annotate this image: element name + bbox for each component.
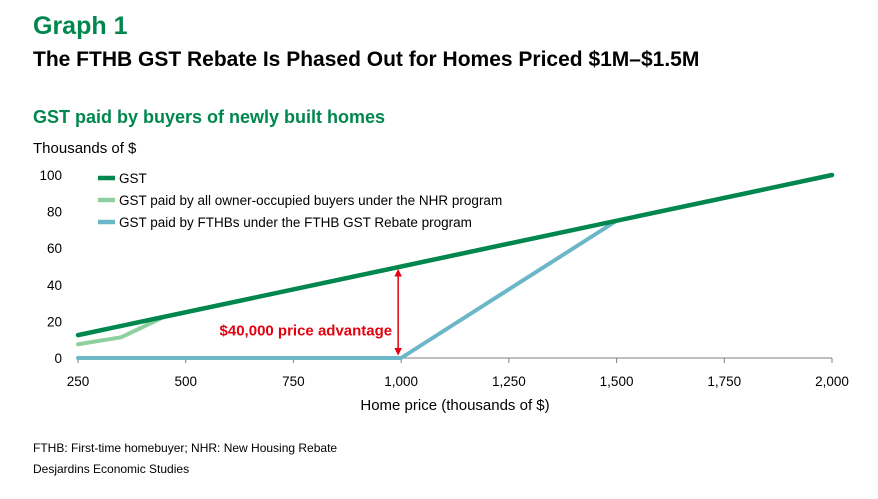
- y-tick-label: 80: [47, 205, 62, 220]
- x-tick-label: 1,250: [492, 374, 526, 389]
- series-line-1: [75, 172, 835, 338]
- legend-label-2: GST paid by all owner-occupied buyers un…: [119, 193, 502, 208]
- y-tick-label: 40: [47, 278, 62, 293]
- x-tick-label: 250: [67, 374, 90, 389]
- chart-subtitle: GST paid by buyers of newly built homes: [33, 107, 386, 127]
- footnote-definitions: FTHB: First-time homebuyer; NHR: New Hou…: [33, 441, 338, 455]
- x-tick-label: 1,750: [707, 374, 741, 389]
- y-tick-label: 100: [39, 168, 62, 183]
- y-tick-label: 20: [47, 314, 62, 329]
- y-tick-label: 0: [54, 351, 62, 366]
- x-tick-label: 2,000: [815, 374, 849, 389]
- x-tick-label: 1,500: [600, 374, 634, 389]
- series-line-3: [76, 218, 619, 360]
- annotation-label: $40,000 price advantage: [220, 323, 393, 340]
- x-tick-label: 1,000: [384, 374, 418, 389]
- legend-label-1: GST: [119, 171, 147, 186]
- x-axis-title: Home price (thousands of $): [360, 397, 549, 414]
- y-axis-unit-label: Thousands of $: [33, 140, 137, 157]
- x-tick-label: 750: [282, 374, 305, 389]
- y-tick-label: 60: [47, 241, 62, 256]
- graph-label: Graph 1: [33, 12, 128, 40]
- source-note: Desjardins Economic Studies: [33, 462, 190, 476]
- series-line-2: [76, 314, 167, 347]
- x-tick-label: 500: [174, 374, 197, 389]
- legend-label-3: GST paid by FTHBs under the FTHB GST Reb…: [119, 215, 472, 230]
- graph-title: The FTHB GST Rebate Is Phased Out for Ho…: [33, 48, 700, 71]
